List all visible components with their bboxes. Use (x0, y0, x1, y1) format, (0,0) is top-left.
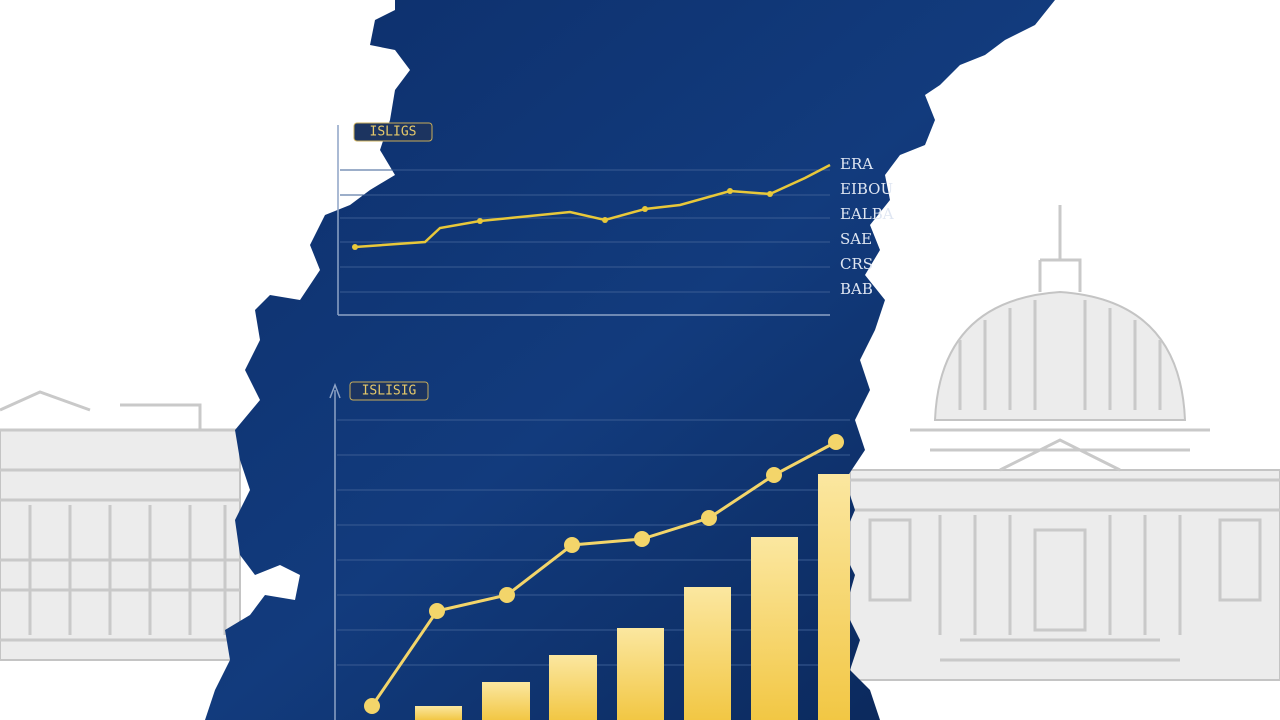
bars (415, 474, 850, 720)
growth-points (364, 434, 844, 714)
chart-header: ISLISIG (362, 384, 417, 399)
side-label: SAE (840, 230, 872, 248)
header-box (353, 122, 433, 142)
header-box (349, 381, 429, 401)
side-label: BAB (840, 280, 873, 298)
chart-header: ISLIGS (370, 125, 417, 140)
left-building (0, 390, 241, 661)
top-chart: ISLIGS ERA EIBOU EALBA SAE CRS BAB (337, 122, 894, 316)
growth-line (370, 440, 837, 707)
side-label: EIBOU (840, 180, 893, 198)
axis-arrow (329, 382, 341, 399)
right-building (849, 205, 1280, 681)
map-shape (205, 0, 1055, 720)
side-labels: ERA EIBOU EALBA SAE CRS BAB (840, 155, 894, 298)
side-label: ERA (840, 155, 873, 173)
side-label: EALBA (840, 205, 894, 223)
bottom-chart: ISLISIG (329, 381, 850, 720)
trend-points (352, 188, 773, 250)
side-label: CRS (840, 255, 873, 273)
